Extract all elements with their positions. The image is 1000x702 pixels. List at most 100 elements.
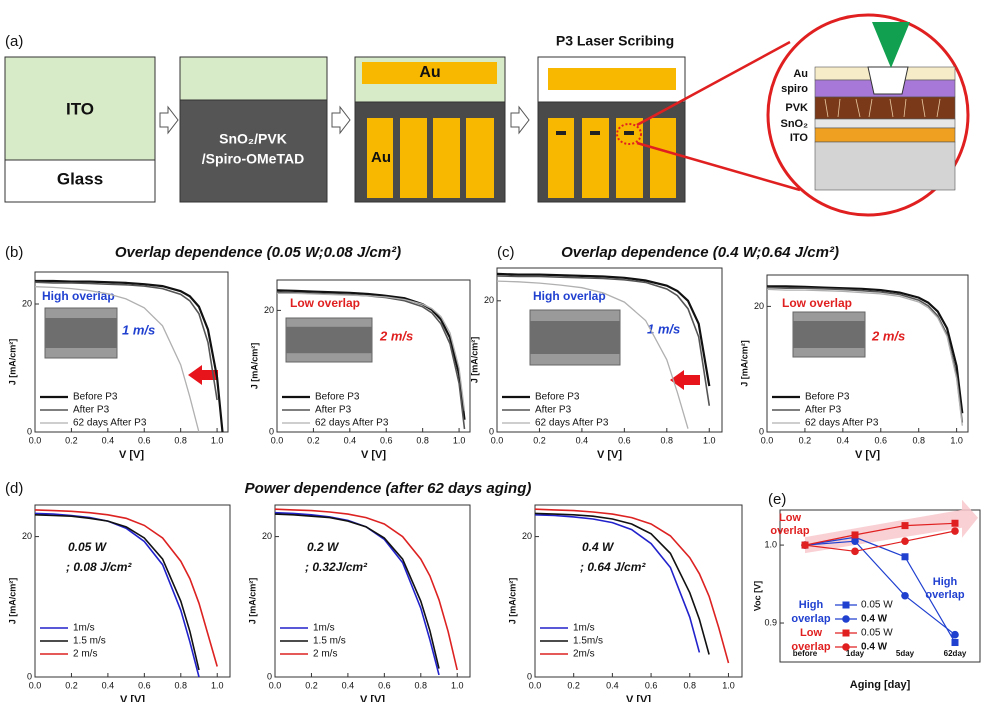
label: Au bbox=[371, 149, 391, 166]
y-tick-label: 0 bbox=[27, 426, 32, 436]
x-tick-label: 0.4 bbox=[837, 435, 850, 445]
plot-frame bbox=[34, 504, 231, 678]
scribe bbox=[590, 131, 600, 135]
x-tick-label: 0.6 bbox=[875, 435, 888, 445]
legend-group: overlap bbox=[791, 641, 830, 653]
x-tick-label: 0.8 bbox=[416, 435, 429, 445]
annotation: 2 m/s bbox=[379, 328, 413, 343]
marker bbox=[801, 541, 809, 549]
annotation: 1 m/s bbox=[647, 321, 680, 336]
step-arrow bbox=[159, 105, 179, 135]
label: Au bbox=[419, 64, 440, 81]
annotation: 0.4 W bbox=[582, 540, 615, 554]
annotation: 0.2 W bbox=[307, 540, 340, 554]
au-strip bbox=[367, 118, 393, 198]
step-arrow bbox=[510, 105, 530, 135]
legend-label: Before P3 bbox=[73, 392, 118, 403]
x-tick-label: 1.0 bbox=[451, 680, 464, 690]
annotation: Low bbox=[779, 512, 801, 524]
curve bbox=[767, 285, 964, 414]
x-tick-label: 0.4 bbox=[102, 680, 115, 690]
y-tick-label: 0 bbox=[27, 671, 32, 681]
curve bbox=[534, 512, 710, 655]
curve bbox=[276, 289, 466, 420]
legend-label: 1m/s bbox=[313, 623, 335, 634]
legend-label: 1m/s bbox=[73, 623, 95, 634]
legend-label: 1.5 m/s bbox=[313, 636, 346, 647]
au-strip bbox=[466, 118, 494, 198]
marker bbox=[842, 629, 850, 637]
panel-label: (c) bbox=[497, 244, 515, 261]
x-tick-label: 0.6 bbox=[645, 680, 658, 690]
annotation: Low overlap bbox=[290, 296, 360, 310]
x-tick-label: 1.0 bbox=[453, 435, 466, 445]
label: ITO bbox=[66, 99, 94, 118]
curve bbox=[496, 280, 689, 429]
annotation: High overlap bbox=[42, 289, 115, 303]
annotation: 1 m/s bbox=[122, 322, 155, 337]
au-strip bbox=[400, 118, 427, 198]
curve bbox=[35, 279, 224, 433]
label: /Spiro-OMeTAD bbox=[202, 151, 304, 167]
x-tick-label: 0.0 bbox=[529, 680, 542, 690]
x-tick-label: 0.0 bbox=[269, 680, 282, 690]
zoom-line bbox=[636, 141, 801, 192]
x-tick-label: 1.0 bbox=[211, 680, 224, 690]
legend-label: 1m/s bbox=[573, 623, 595, 634]
y-tick-label: 0 bbox=[527, 671, 532, 681]
annotation: ; 0.32J/cm² bbox=[305, 560, 368, 574]
layer-label: spiro bbox=[781, 83, 808, 95]
legend-label: 0.4 W bbox=[861, 614, 888, 625]
panel-label: (e) bbox=[768, 491, 786, 508]
legend-label: 0.05 W bbox=[861, 600, 893, 611]
curve bbox=[34, 509, 218, 667]
au-strip bbox=[650, 118, 676, 198]
x-tick-label: 0.6 bbox=[380, 435, 393, 445]
plot-frame bbox=[534, 504, 743, 678]
curve bbox=[496, 275, 711, 406]
x-tick-label: 1day bbox=[846, 649, 865, 658]
x-tick-label: 0.6 bbox=[378, 680, 391, 690]
zoom-marker bbox=[616, 123, 642, 145]
y-tick-label: 20 bbox=[262, 531, 272, 541]
y-tick-label: 20 bbox=[22, 298, 32, 308]
legend-label: 62 days After P3 bbox=[315, 418, 389, 429]
x-axis-label: V [V] bbox=[361, 449, 386, 461]
curve bbox=[496, 272, 711, 387]
marker bbox=[951, 639, 959, 647]
legend-label: 1.5 m/s bbox=[73, 636, 106, 647]
y-axis-label: J [mA/cm²] bbox=[7, 578, 17, 625]
y-axis-label: J [mA/cm²] bbox=[507, 578, 517, 625]
x-axis-label: V [V] bbox=[360, 694, 385, 702]
marker bbox=[842, 643, 850, 651]
y-tick-label: 20 bbox=[484, 295, 494, 305]
series-line bbox=[804, 540, 956, 636]
x-tick-label: 0.4 bbox=[576, 435, 589, 445]
curve bbox=[34, 512, 200, 678]
marker bbox=[851, 547, 859, 556]
ito-layer bbox=[179, 56, 328, 101]
legend-label: 62 days After P3 bbox=[73, 418, 147, 429]
x-axis-label: V [V] bbox=[120, 694, 145, 702]
layer-label: SnO₂ bbox=[781, 118, 809, 130]
curve bbox=[766, 286, 964, 423]
micrograph-track bbox=[793, 321, 865, 348]
y-tick-label: 0 bbox=[489, 426, 494, 436]
legend-label: After P3 bbox=[73, 405, 110, 416]
x-tick-label: 0.2 bbox=[65, 435, 78, 445]
x-tick-label: 0.2 bbox=[307, 435, 320, 445]
x-tick-label: 1.0 bbox=[703, 435, 716, 445]
legend-label: Before P3 bbox=[805, 392, 850, 403]
x-tick-label: 1.0 bbox=[722, 680, 735, 690]
legend-label: Before P3 bbox=[535, 392, 580, 403]
curve bbox=[34, 514, 200, 671]
y-tick-label: 20 bbox=[522, 531, 532, 541]
marker bbox=[951, 527, 959, 535]
curve bbox=[534, 514, 701, 653]
x-axis-label: V [V] bbox=[626, 694, 651, 702]
x-tick-label: 0.6 bbox=[138, 680, 151, 690]
y-tick-label: 0.9 bbox=[764, 617, 777, 627]
x-tick-label: 62day bbox=[944, 649, 967, 658]
x-tick-label: 0.4 bbox=[344, 435, 357, 445]
legend-label: 0.4 W bbox=[861, 642, 888, 653]
